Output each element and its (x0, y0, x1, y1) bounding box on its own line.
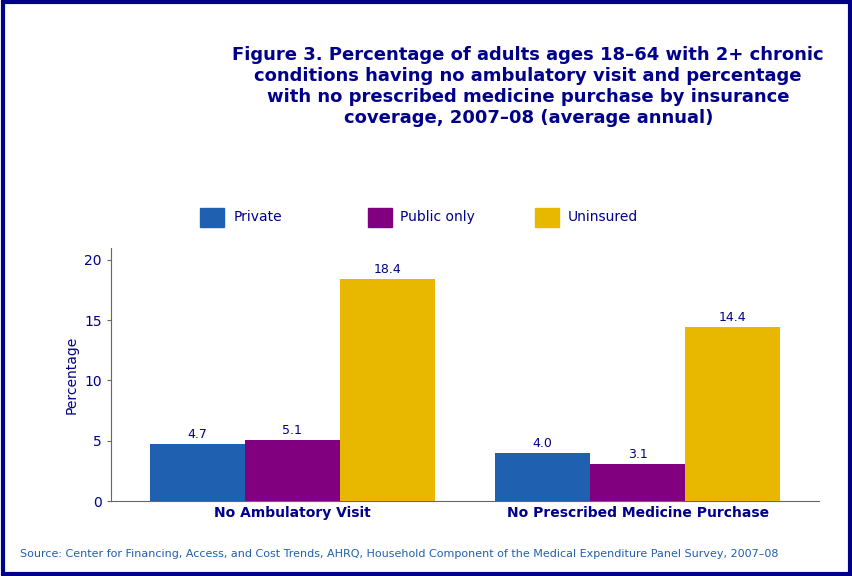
Text: 18.4: 18.4 (373, 263, 400, 276)
Text: Source: Center for Financing, Access, and Cost Trends, AHRQ, Household Component: Source: Center for Financing, Access, an… (20, 549, 777, 559)
Bar (245, 439, 339, 501)
Bar (534, 208, 558, 227)
Bar (150, 445, 245, 501)
Text: Public only: Public only (400, 210, 475, 223)
Text: Uninsured: Uninsured (567, 210, 637, 223)
Text: AHRQ: AHRQ (54, 81, 116, 100)
Text: Private: Private (233, 210, 282, 223)
Text: 3.1: 3.1 (627, 448, 647, 461)
Bar (590, 464, 684, 501)
Text: 14.4: 14.4 (718, 311, 746, 324)
Bar (494, 453, 590, 501)
Y-axis label: Percentage: Percentage (65, 335, 78, 414)
Bar (339, 279, 435, 501)
Text: Figure 3. Percentage of adults ages 18–64 with 2+ chronic
conditions having no a: Figure 3. Percentage of adults ages 18–6… (232, 46, 823, 127)
Bar (367, 208, 391, 227)
Text: 4.0: 4.0 (532, 437, 552, 450)
Bar (200, 208, 224, 227)
Bar (684, 327, 779, 501)
Text: 4.7: 4.7 (187, 429, 207, 441)
Text: 5.1: 5.1 (282, 423, 302, 437)
